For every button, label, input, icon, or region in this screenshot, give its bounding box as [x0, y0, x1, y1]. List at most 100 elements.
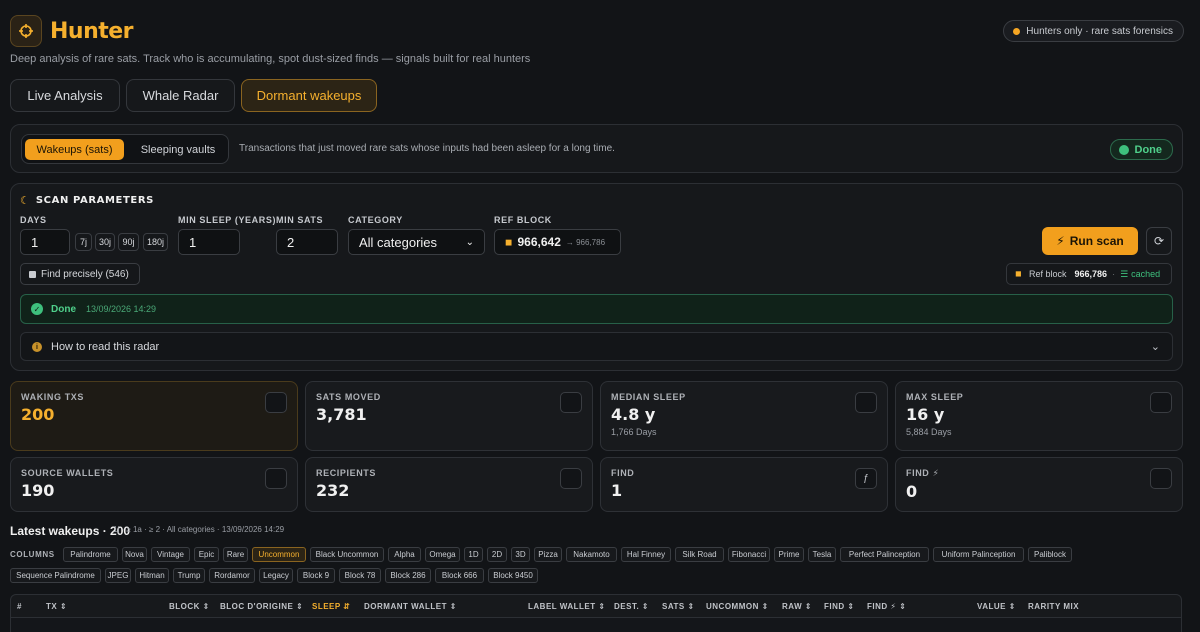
column-tag-perfect-palinception[interactable]: Perfect Palinception — [840, 547, 929, 562]
th-find-bolt[interactable]: FIND ⚡ ⇕ — [867, 602, 907, 611]
preset-7j[interactable]: 7j — [75, 233, 92, 251]
stat-icon — [1150, 392, 1172, 413]
preset-90j[interactable]: 90j — [118, 233, 139, 251]
column-tag-nakamoto[interactable]: Nakamoto — [566, 547, 617, 562]
run-scan-button[interactable]: ⚡ Run scan — [1042, 227, 1138, 255]
th-raw[interactable]: RAW ⇕ — [782, 602, 813, 611]
column-tag-1d[interactable]: 1D — [464, 547, 483, 562]
ref-block-input[interactable]: ◼ 966,642 → 966,786 — [494, 229, 621, 255]
days-label: DAYS — [20, 215, 47, 225]
min-sleep-input[interactable]: 1 — [178, 229, 240, 255]
stat-recipients: RECIPIENTS 232 — [305, 457, 593, 512]
tab-whale-radar[interactable]: Whale Radar — [126, 79, 235, 112]
stat-icon — [265, 392, 287, 413]
column-tag-jpeg[interactable]: JPEG — [105, 568, 131, 583]
column-tag-rordamor[interactable]: Rordamor — [209, 568, 255, 583]
ref-block-label: REF BLOCK — [494, 215, 552, 225]
column-tag-block-9450[interactable]: Block 9450 — [488, 568, 538, 583]
column-tag-black-uncommon[interactable]: Black Uncommon — [310, 547, 384, 562]
block-icon: ◼ — [505, 236, 513, 247]
scan-header: ☾ SCAN PARAMETERS — [20, 194, 154, 207]
stat-icon — [1150, 468, 1172, 489]
column-tag-palindrome[interactable]: Palindrome — [63, 547, 118, 562]
refresh-button[interactable]: ⟳ — [1146, 227, 1172, 255]
stat-find: FIND 1 ƒ — [600, 457, 888, 512]
column-tag-3d[interactable]: 3D — [511, 547, 530, 562]
th-value[interactable]: VALUE ⇕ — [977, 602, 1016, 611]
column-tag-silk-road[interactable]: Silk Road — [675, 547, 724, 562]
column-tag-2d[interactable]: 2D — [487, 547, 507, 562]
column-tag-pizza[interactable]: Pizza — [534, 547, 562, 562]
th-dest[interactable]: DEST. ⇕ — [614, 602, 650, 611]
column-tag-block-286[interactable]: Block 286 — [385, 568, 431, 583]
th-sats[interactable]: SATS ⇕ — [662, 602, 695, 611]
category-select[interactable]: All categories ⌄ — [348, 229, 485, 255]
stat-max-sleep: MAX SLEEP 16 y 5,884 Days — [895, 381, 1183, 451]
column-tag-hal-finney[interactable]: Hal Finney — [621, 547, 671, 562]
stat-median-sleep: MEDIAN SLEEP 4.8 y 1,766 Days — [600, 381, 888, 451]
column-tag-prime[interactable]: Prime — [774, 547, 804, 562]
moon-icon: ☾ — [20, 195, 30, 207]
preset-30j[interactable]: 30j — [95, 233, 115, 251]
column-tag-uniform-palinception[interactable]: Uniform Palinception — [933, 547, 1024, 562]
min-sats-input[interactable]: 2 — [276, 229, 338, 255]
column-tag-epic[interactable]: Epic — [194, 547, 219, 562]
column-tag-tesla[interactable]: Tesla — [808, 547, 836, 562]
stat-waking-txs: WAKING TXS 200 — [10, 381, 298, 451]
column-tag-sequence-palindrome[interactable]: Sequence Palindrome — [10, 568, 101, 583]
th-origin-block[interactable]: BLOC D'ORIGINE ⇕ — [220, 602, 304, 611]
status-badge: Done — [1109, 139, 1173, 160]
columns-label: COLUMNS — [10, 550, 55, 559]
scan-title: SCAN PARAMETERS — [35, 195, 154, 206]
audience-badge: Hunters only · rare sats forensics — [1003, 20, 1184, 42]
status-dot-icon — [1013, 28, 1021, 35]
th-dormant-wallet[interactable]: DORMANT WALLET ⇕ — [364, 602, 457, 611]
column-tag-omega[interactable]: Omega — [425, 547, 460, 562]
column-tag-block-9[interactable]: Block 9 — [297, 568, 335, 583]
info-icon: i — [32, 342, 42, 352]
column-tag-legacy[interactable]: Legacy — [259, 568, 293, 583]
th-uncommon[interactable]: UNCOMMON ⇕ — [706, 602, 769, 611]
th-tx[interactable]: TX ⇕ — [46, 602, 68, 611]
stat-icon — [265, 468, 287, 489]
column-tag-trump[interactable]: Trump — [173, 568, 205, 583]
crosshair-icon — [19, 24, 33, 38]
column-tag-vintage[interactable]: Vintage — [151, 547, 190, 562]
tab-live-analysis[interactable]: Live Analysis — [10, 79, 120, 112]
th-find[interactable]: FIND ⇕ — [824, 602, 855, 611]
th-rarity-mix: RARITY MIX — [1028, 602, 1080, 611]
column-tag-nova[interactable]: Nova — [122, 547, 147, 562]
preset-180j[interactable]: 180j — [143, 233, 168, 251]
function-icon: ƒ — [855, 468, 877, 489]
table-header: # TX ⇕ BLOCK ⇕ BLOC D'ORIGINE ⇕ SLEEP ⇵ … — [10, 594, 1182, 618]
column-tag-block-78[interactable]: Block 78 — [339, 568, 381, 583]
days-input[interactable]: 1 — [20, 229, 70, 255]
refresh-icon: ⟳ — [1153, 234, 1165, 248]
how-to-read-toggle[interactable]: i How to read this radar ⌄ — [20, 332, 1173, 361]
stat-icon — [560, 392, 582, 413]
logo — [10, 15, 42, 47]
stat-icon — [855, 392, 877, 413]
ref-block-info: ◼ Ref block 966,786 · ☰ cached — [1006, 263, 1172, 285]
column-tag-alpha[interactable]: Alpha — [388, 547, 421, 562]
column-tag-hitman[interactable]: Hitman — [135, 568, 169, 583]
sub-tabs: Wakeups (sats) Sleeping vaults — [21, 134, 229, 164]
tab-wakeups-sats[interactable]: Wakeups (sats) — [25, 139, 124, 160]
column-tag-fibonacci[interactable]: Fibonacci — [728, 547, 770, 562]
column-tag-rare[interactable]: Rare — [223, 547, 248, 562]
min-sats-label: MIN SATS — [276, 215, 324, 225]
table-row[interactable] — [10, 618, 1182, 632]
column-tag-paliblock[interactable]: Paliblock — [1028, 547, 1072, 562]
th-block[interactable]: BLOCK ⇕ — [169, 602, 210, 611]
column-tag-block-666[interactable]: Block 666 — [435, 568, 484, 583]
th-label-wallet[interactable]: LABEL WALLET ⇕ — [528, 602, 606, 611]
column-tag-uncommon[interactable]: Uncommon — [252, 547, 306, 562]
th-sleep[interactable]: SLEEP ⇵ — [312, 602, 351, 611]
find-precisely-toggle[interactable]: Find precisely (546) — [20, 263, 140, 285]
chevron-down-icon: ⌄ — [1150, 341, 1160, 353]
tab-sleeping-vaults[interactable]: Sleeping vaults — [140, 143, 216, 156]
th-index: # — [17, 602, 22, 611]
database-icon: ☰ — [1120, 268, 1129, 279]
tab-dormant-wakeups[interactable]: Dormant wakeups — [241, 79, 377, 112]
app-title: Hunter — [50, 19, 134, 44]
